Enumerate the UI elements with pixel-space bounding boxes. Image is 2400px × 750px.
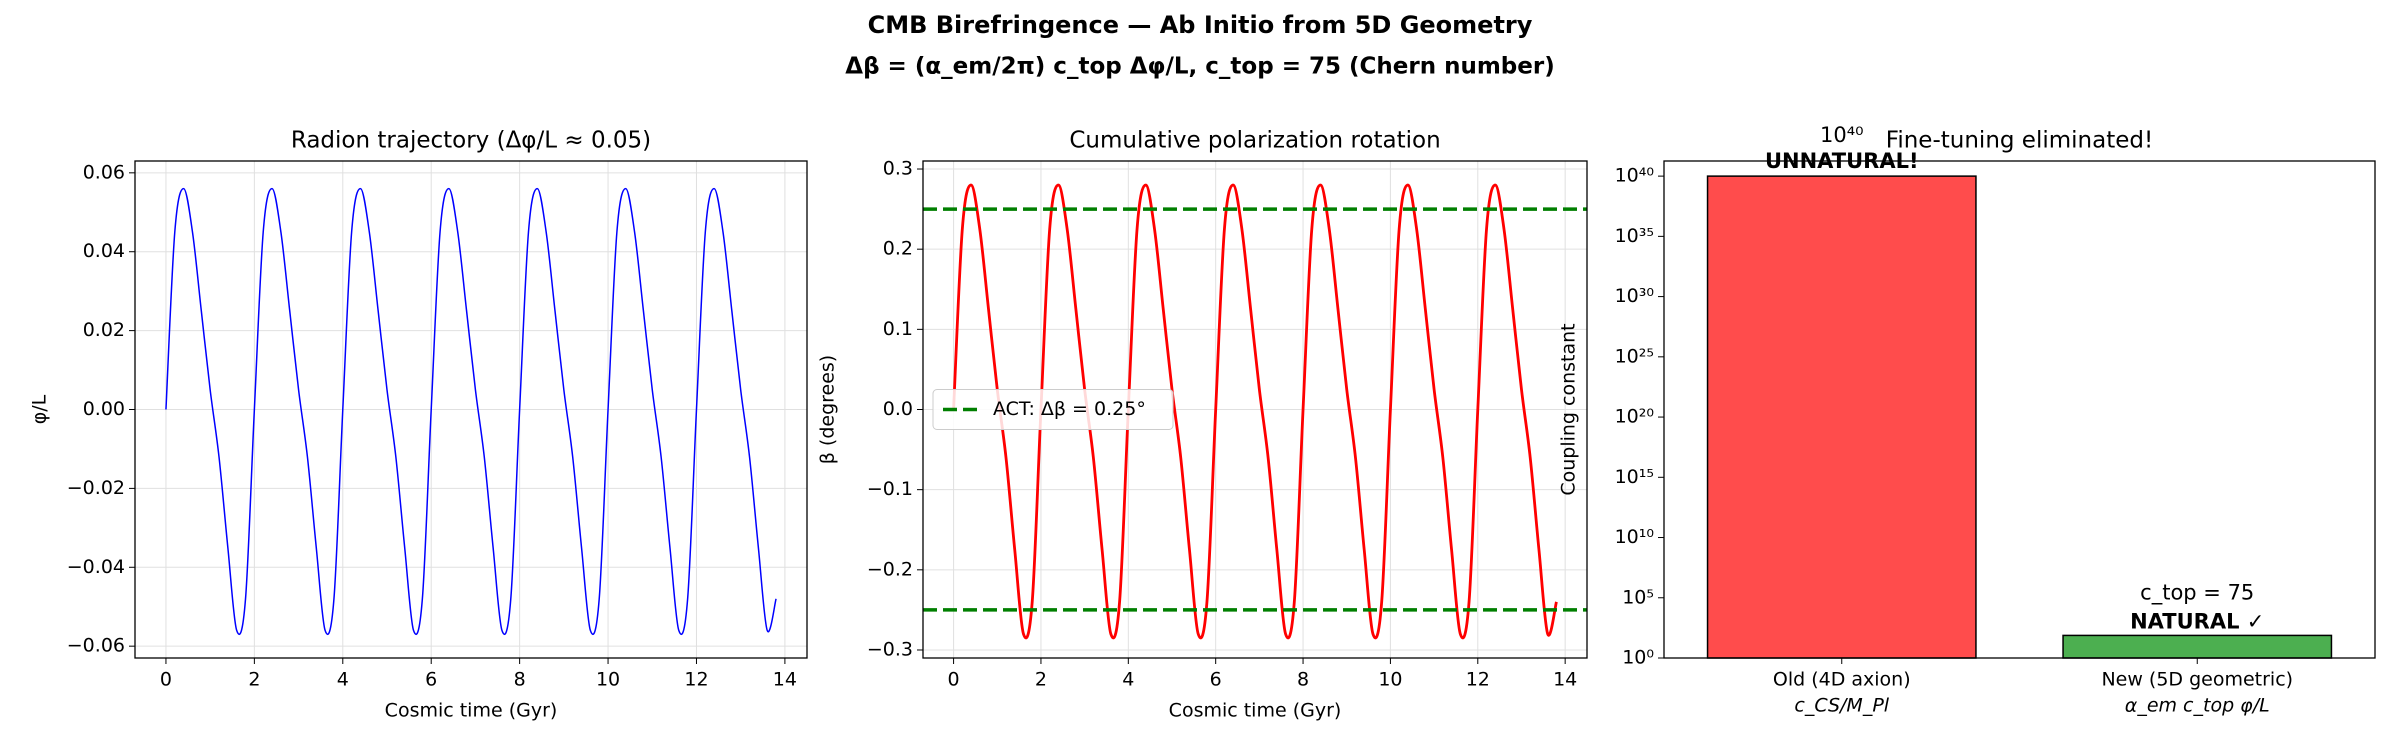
x-tick-label: 6 bbox=[1210, 669, 1222, 691]
x-tick-sublabel: c_CS/M_Pl bbox=[1794, 695, 1889, 717]
x-tick-label: 12 bbox=[684, 669, 708, 691]
x-tick-label: 8 bbox=[1297, 669, 1309, 691]
figure-subtitle: Δβ = (α_em/2π) c_top Δφ/L, c_top = 75 (C… bbox=[845, 54, 1554, 80]
y-tick-label: −0.1 bbox=[867, 478, 913, 500]
y-tick-label: 0.06 bbox=[83, 161, 125, 183]
y-tick-label: 10³⁵ bbox=[1615, 225, 1654, 247]
y-tick-label: 10²⁵ bbox=[1615, 345, 1654, 367]
y-tick-label: 0.02 bbox=[83, 319, 125, 341]
y-axis-label: β (degrees) bbox=[817, 355, 839, 464]
x-axis-label: Cosmic time (Gyr) bbox=[385, 700, 558, 722]
bar bbox=[1706, 175, 1977, 659]
axes-frame bbox=[1663, 160, 2376, 659]
y-tick-label: 0.0 bbox=[883, 398, 913, 420]
y-tick-label: 10¹⁵ bbox=[1615, 466, 1654, 488]
axes-frame bbox=[922, 160, 1588, 659]
x-tick-label: 2 bbox=[248, 669, 260, 691]
x-tick-label: 4 bbox=[337, 669, 349, 691]
y-tick-label: 0.1 bbox=[883, 318, 913, 340]
y-tick-label: 0.3 bbox=[883, 158, 913, 180]
chart-title: Cumulative polarization rotation bbox=[1069, 128, 1440, 154]
y-tick-label: −0.3 bbox=[867, 638, 913, 660]
x-tick-label: New (5D geometric) bbox=[2101, 669, 2293, 691]
x-tick-label: 6 bbox=[425, 669, 437, 691]
x-tick-sublabel: α_em c_top φ/L bbox=[2125, 695, 2270, 717]
line bbox=[165, 187, 777, 635]
annotation: c_top = 75 bbox=[2140, 580, 2254, 605]
axes-frame bbox=[134, 160, 808, 659]
x-tick-label: 8 bbox=[514, 669, 526, 691]
y-tick-label: 10²⁰ bbox=[1615, 406, 1654, 428]
y-tick-label: 0.04 bbox=[83, 240, 125, 262]
x-tick-label: 2 bbox=[1035, 669, 1047, 691]
x-tick-label: 0 bbox=[160, 669, 172, 691]
y-tick-label: 0.2 bbox=[883, 238, 913, 260]
x-tick-label: Old (4D axion) bbox=[1773, 669, 1911, 691]
line bbox=[952, 183, 1558, 640]
y-tick-label: −0.02 bbox=[67, 477, 125, 499]
x-tick-label: 14 bbox=[1553, 669, 1577, 691]
y-tick-label: 10¹⁰ bbox=[1615, 526, 1654, 548]
annotation: NATURAL ✓ bbox=[2130, 609, 2264, 633]
y-axis-label: Coupling constant bbox=[1558, 323, 1580, 495]
x-axis-label: Cosmic time (Gyr) bbox=[1169, 700, 1342, 722]
chart-title: Fine-tuning eliminated! bbox=[1886, 128, 2153, 154]
x-tick-label: 10 bbox=[596, 669, 620, 691]
x-tick-label: 0 bbox=[948, 669, 960, 691]
y-tick-label: −0.04 bbox=[67, 556, 125, 578]
y-tick-label: 10³⁰ bbox=[1615, 285, 1654, 307]
y-tick-label: 10⁵ bbox=[1622, 586, 1654, 608]
x-tick-label: 12 bbox=[1466, 669, 1490, 691]
x-tick-label: 14 bbox=[773, 669, 797, 691]
y-axis-label: φ/L bbox=[29, 394, 51, 424]
figure-title: CMB Birefringence — Ab Initio from 5D Ge… bbox=[868, 11, 1533, 39]
annotation: 10⁴⁰ bbox=[1820, 123, 1864, 147]
y-tick-label: 10⁰ bbox=[1622, 647, 1654, 669]
legend-label: ACT: Δβ = 0.25° bbox=[993, 398, 1146, 420]
y-tick-label: −0.06 bbox=[67, 635, 125, 657]
y-tick-label: 0.00 bbox=[83, 398, 125, 420]
x-tick-label: 4 bbox=[1122, 669, 1134, 691]
bar bbox=[2062, 634, 2333, 659]
x-tick-label: 10 bbox=[1378, 669, 1402, 691]
y-tick-label: 10⁴⁰ bbox=[1615, 165, 1654, 187]
chart-title: Radion trajectory (Δφ/L ≈ 0.05) bbox=[291, 128, 651, 154]
legend-box bbox=[932, 389, 1174, 430]
y-tick-label: −0.2 bbox=[867, 558, 913, 580]
